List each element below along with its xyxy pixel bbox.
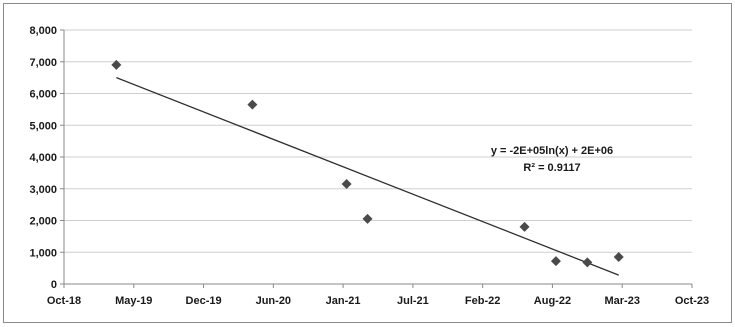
data-point [341,178,352,189]
data-point [111,59,122,70]
x-tick-label: Jul-21 [397,295,429,307]
x-tick-label: Dec-19 [186,295,222,307]
y-tick-label: 5,000 [29,120,57,132]
y-tick-label: 1,000 [29,247,57,259]
y-tick-label: 7,000 [29,57,57,69]
y-tick-label: 0 [51,279,57,291]
trendline [116,77,619,276]
trendline-equation: y = -2E+05ln(x) + 2E+06 [491,145,613,157]
data-points [111,59,624,268]
data-point [582,257,593,268]
grid-lines [64,29,692,253]
x-tick-label: Oct-18 [47,295,81,307]
x-tick-label: Aug-22 [534,295,571,307]
data-point [613,252,624,263]
x-tick-label: Jan-21 [326,295,361,307]
x-tick-label: Jun-20 [256,295,291,307]
y-tick-label: 2,000 [29,216,57,228]
chart-area: 0 1,000 2,000 3,000 4,000 5,000 6,000 7,000 8,00… [3,3,732,323]
scatter-chart: 0 1,000 2,000 3,000 4,000 5,000 6,000 7,000 8,00… [29,25,709,307]
y-axis-ticks: 0 1,000 2,000 3,000 4,000 5,000 6,000 7,000 8,00… [29,25,64,291]
x-axis-ticks: Oct-18 May-19 Dec-19 Jun-20 Jan-21 Jul-21 Feb-… [47,284,709,307]
data-point [247,99,258,110]
y-tick-label: 4,000 [29,152,57,164]
trendline-r-squared: R² = 0.9117 [523,162,580,174]
y-tick-label: 3,000 [29,184,57,196]
data-point [519,221,530,232]
y-tick-label: 8,000 [29,25,57,37]
x-tick-label: Mar-23 [604,295,639,307]
y-tick-label: 6,000 [29,89,57,101]
data-point [550,256,561,267]
x-tick-label: May-19 [115,295,152,307]
x-tick-label: Oct-23 [675,295,709,307]
x-tick-label: Feb-22 [465,295,500,307]
data-point [362,213,373,224]
